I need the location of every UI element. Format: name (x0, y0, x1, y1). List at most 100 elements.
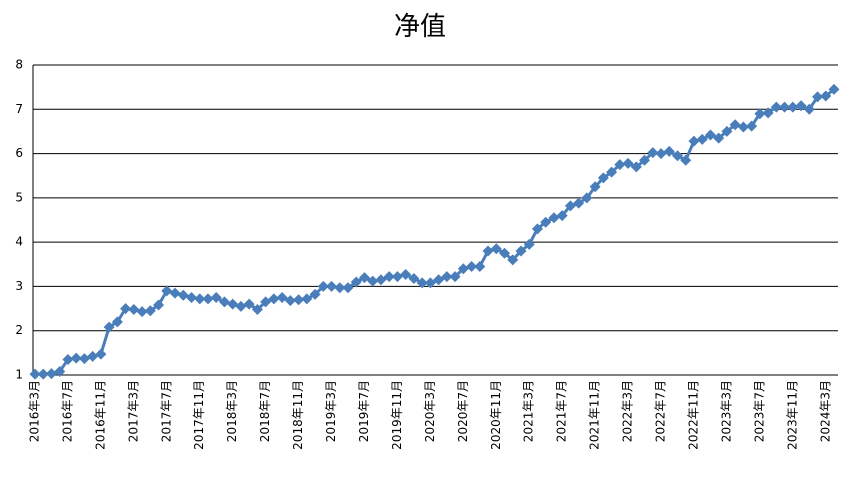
marker (606, 166, 618, 178)
marker (424, 277, 436, 289)
x-tick-label: 2020年3月 (423, 380, 437, 442)
marker (655, 148, 667, 160)
marker (803, 103, 815, 115)
marker (573, 197, 585, 209)
marker (564, 200, 576, 212)
marker (169, 287, 181, 299)
marker (779, 101, 791, 113)
y-tick-label: 5 (15, 190, 23, 204)
marker (37, 368, 49, 380)
y-tick-label: 1 (15, 368, 23, 382)
marker (416, 277, 428, 289)
marker (136, 306, 148, 318)
marker (54, 365, 66, 377)
marker (482, 245, 494, 257)
marker (334, 282, 346, 294)
x-tick-label: 2016年3月 (28, 380, 42, 442)
marker (663, 145, 675, 157)
x-tick-label: 2022年11月 (686, 380, 700, 450)
y-tick-label: 6 (15, 146, 23, 160)
y-tick-label: 8 (15, 58, 23, 72)
marker (762, 107, 774, 119)
marker (721, 125, 733, 137)
marker (507, 254, 519, 266)
marker (499, 247, 511, 259)
marker (540, 216, 552, 228)
y-tick-label: 3 (15, 279, 23, 293)
marker (400, 268, 412, 280)
marker (630, 161, 642, 173)
marker (531, 223, 543, 235)
marker (614, 159, 626, 171)
x-tick-label: 2019年3月 (324, 380, 338, 442)
marker (177, 289, 189, 301)
marker (680, 154, 692, 166)
marker (441, 271, 453, 283)
marker (243, 298, 255, 310)
marker (202, 293, 214, 305)
marker (342, 282, 354, 294)
y-tick-label: 2 (15, 323, 23, 337)
marker (515, 245, 527, 257)
marker (729, 119, 741, 131)
marker (828, 83, 840, 95)
marker (260, 296, 272, 308)
x-tick-label: 2023年3月 (719, 380, 733, 442)
marker (597, 172, 609, 184)
y-tick-label: 4 (15, 235, 23, 249)
marker (787, 101, 799, 113)
x-tick-label: 2018年7月 (258, 380, 272, 442)
marker (210, 292, 222, 303)
x-tick-label: 2023年7月 (752, 380, 766, 442)
marker (62, 354, 74, 365)
x-tick-label: 2020年11月 (489, 380, 503, 450)
marker (622, 157, 634, 169)
marker (251, 303, 263, 315)
marker (671, 150, 683, 162)
marker (153, 299, 165, 311)
marker (795, 100, 807, 112)
marker (770, 101, 782, 113)
marker (120, 303, 132, 315)
x-tick-label: 2019年11月 (390, 380, 404, 450)
marker (647, 147, 659, 159)
marker (713, 132, 725, 144)
marker (268, 293, 280, 305)
marker (128, 303, 140, 315)
marker (70, 352, 82, 364)
marker (433, 274, 445, 286)
marker (704, 129, 716, 141)
marker (581, 192, 593, 204)
line (35, 88, 835, 376)
x-tick-label: 2020年7月 (456, 380, 470, 442)
marker (309, 288, 321, 300)
marker (227, 298, 239, 310)
marker (466, 261, 478, 272)
marker (144, 305, 156, 317)
x-tick-label: 2018年11月 (291, 380, 305, 450)
marker (326, 280, 338, 292)
x-tick-label: 2024年3月 (818, 380, 832, 442)
marker (45, 368, 57, 380)
marker (301, 293, 313, 305)
marker (754, 108, 766, 120)
marker (639, 154, 651, 166)
x-tick-label: 2018年3月 (225, 380, 239, 442)
marker (317, 280, 329, 292)
marker (87, 350, 99, 362)
marker (367, 275, 379, 287)
marker (358, 272, 370, 284)
x-tick-label: 2017年3月 (126, 380, 140, 442)
marker (556, 210, 568, 222)
marker (111, 316, 123, 328)
marker (284, 295, 296, 307)
marker (688, 135, 700, 147)
marker (78, 353, 90, 365)
x-tick-label: 2016年7月 (60, 380, 74, 442)
x-tick-label: 2022年3月 (621, 380, 635, 442)
marker (293, 294, 305, 306)
x-tick-label: 2022年7月 (654, 380, 668, 442)
x-tick-label: 2021年7月 (555, 380, 569, 442)
marker (194, 293, 206, 305)
